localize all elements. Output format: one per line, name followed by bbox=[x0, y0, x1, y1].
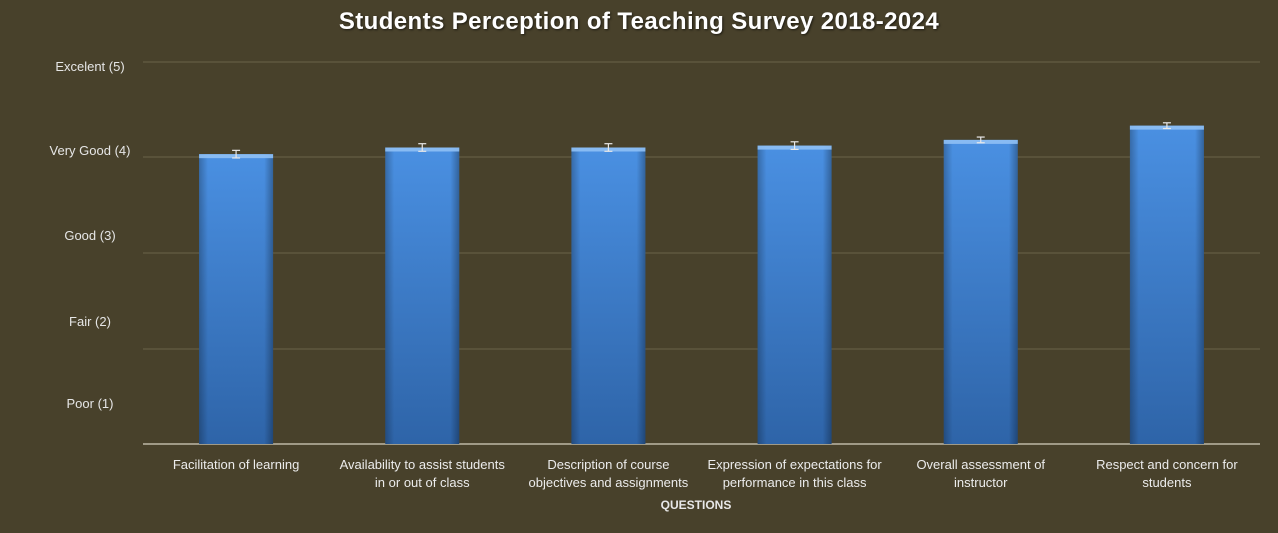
x-axis-label: QUESTIONS bbox=[660, 498, 732, 512]
bar-shading bbox=[571, 147, 646, 444]
x-tick-label: Respect and concern for students bbox=[1072, 456, 1262, 492]
x-tick-label: Description of course objectives and assi… bbox=[513, 456, 703, 492]
y-tick-label: Poor (1) bbox=[67, 396, 114, 411]
x-tick-label-line: in or out of class bbox=[374, 475, 470, 490]
x-tick-label-line: Availability to assist students bbox=[339, 457, 505, 472]
y-tick-label: Excelent (5) bbox=[55, 59, 124, 74]
bar-group bbox=[199, 154, 274, 444]
x-tick-label: Overall assessment of instructor bbox=[886, 456, 1076, 492]
x-tick-label-line: performance in this class bbox=[722, 475, 867, 490]
bar-shading bbox=[199, 154, 274, 444]
x-tick-label-line: Respect and concern for bbox=[1096, 457, 1238, 472]
x-tick-label-line: objectives and assignments bbox=[528, 475, 689, 490]
y-tick-label: Very Good (4) bbox=[50, 143, 131, 158]
x-tick-label-line: Expression of expectations for bbox=[707, 457, 882, 472]
x-tick-label-line: students bbox=[1142, 475, 1192, 490]
y-tick-label: Fair (2) bbox=[69, 314, 111, 329]
bar-group bbox=[1129, 125, 1204, 445]
bar-shading bbox=[1129, 125, 1204, 445]
x-tick-label-line: Overall assessment of bbox=[916, 457, 1046, 472]
bar-shading bbox=[757, 145, 832, 444]
x-tick-label-line: instructor bbox=[954, 475, 1008, 490]
x-tick-label: Availability to assist students in or out… bbox=[327, 456, 517, 492]
bar-group bbox=[757, 145, 832, 444]
x-tick-label: Expression of expectations for performanc… bbox=[700, 456, 890, 492]
x-tick-label-line: Description of course bbox=[547, 457, 670, 472]
x-tick-label: Facilitation of learning bbox=[141, 456, 331, 474]
y-tick-label: Good (3) bbox=[64, 228, 115, 243]
chart-title: Students Perception of Teaching Survey 2… bbox=[338, 8, 940, 35]
bar-group bbox=[943, 139, 1018, 444]
bar-group bbox=[385, 147, 460, 444]
bar-shading bbox=[385, 147, 460, 444]
bar-group bbox=[571, 147, 646, 444]
x-tick-label-line: Facilitation of learning bbox=[172, 457, 300, 472]
bar-shading bbox=[943, 139, 1018, 444]
